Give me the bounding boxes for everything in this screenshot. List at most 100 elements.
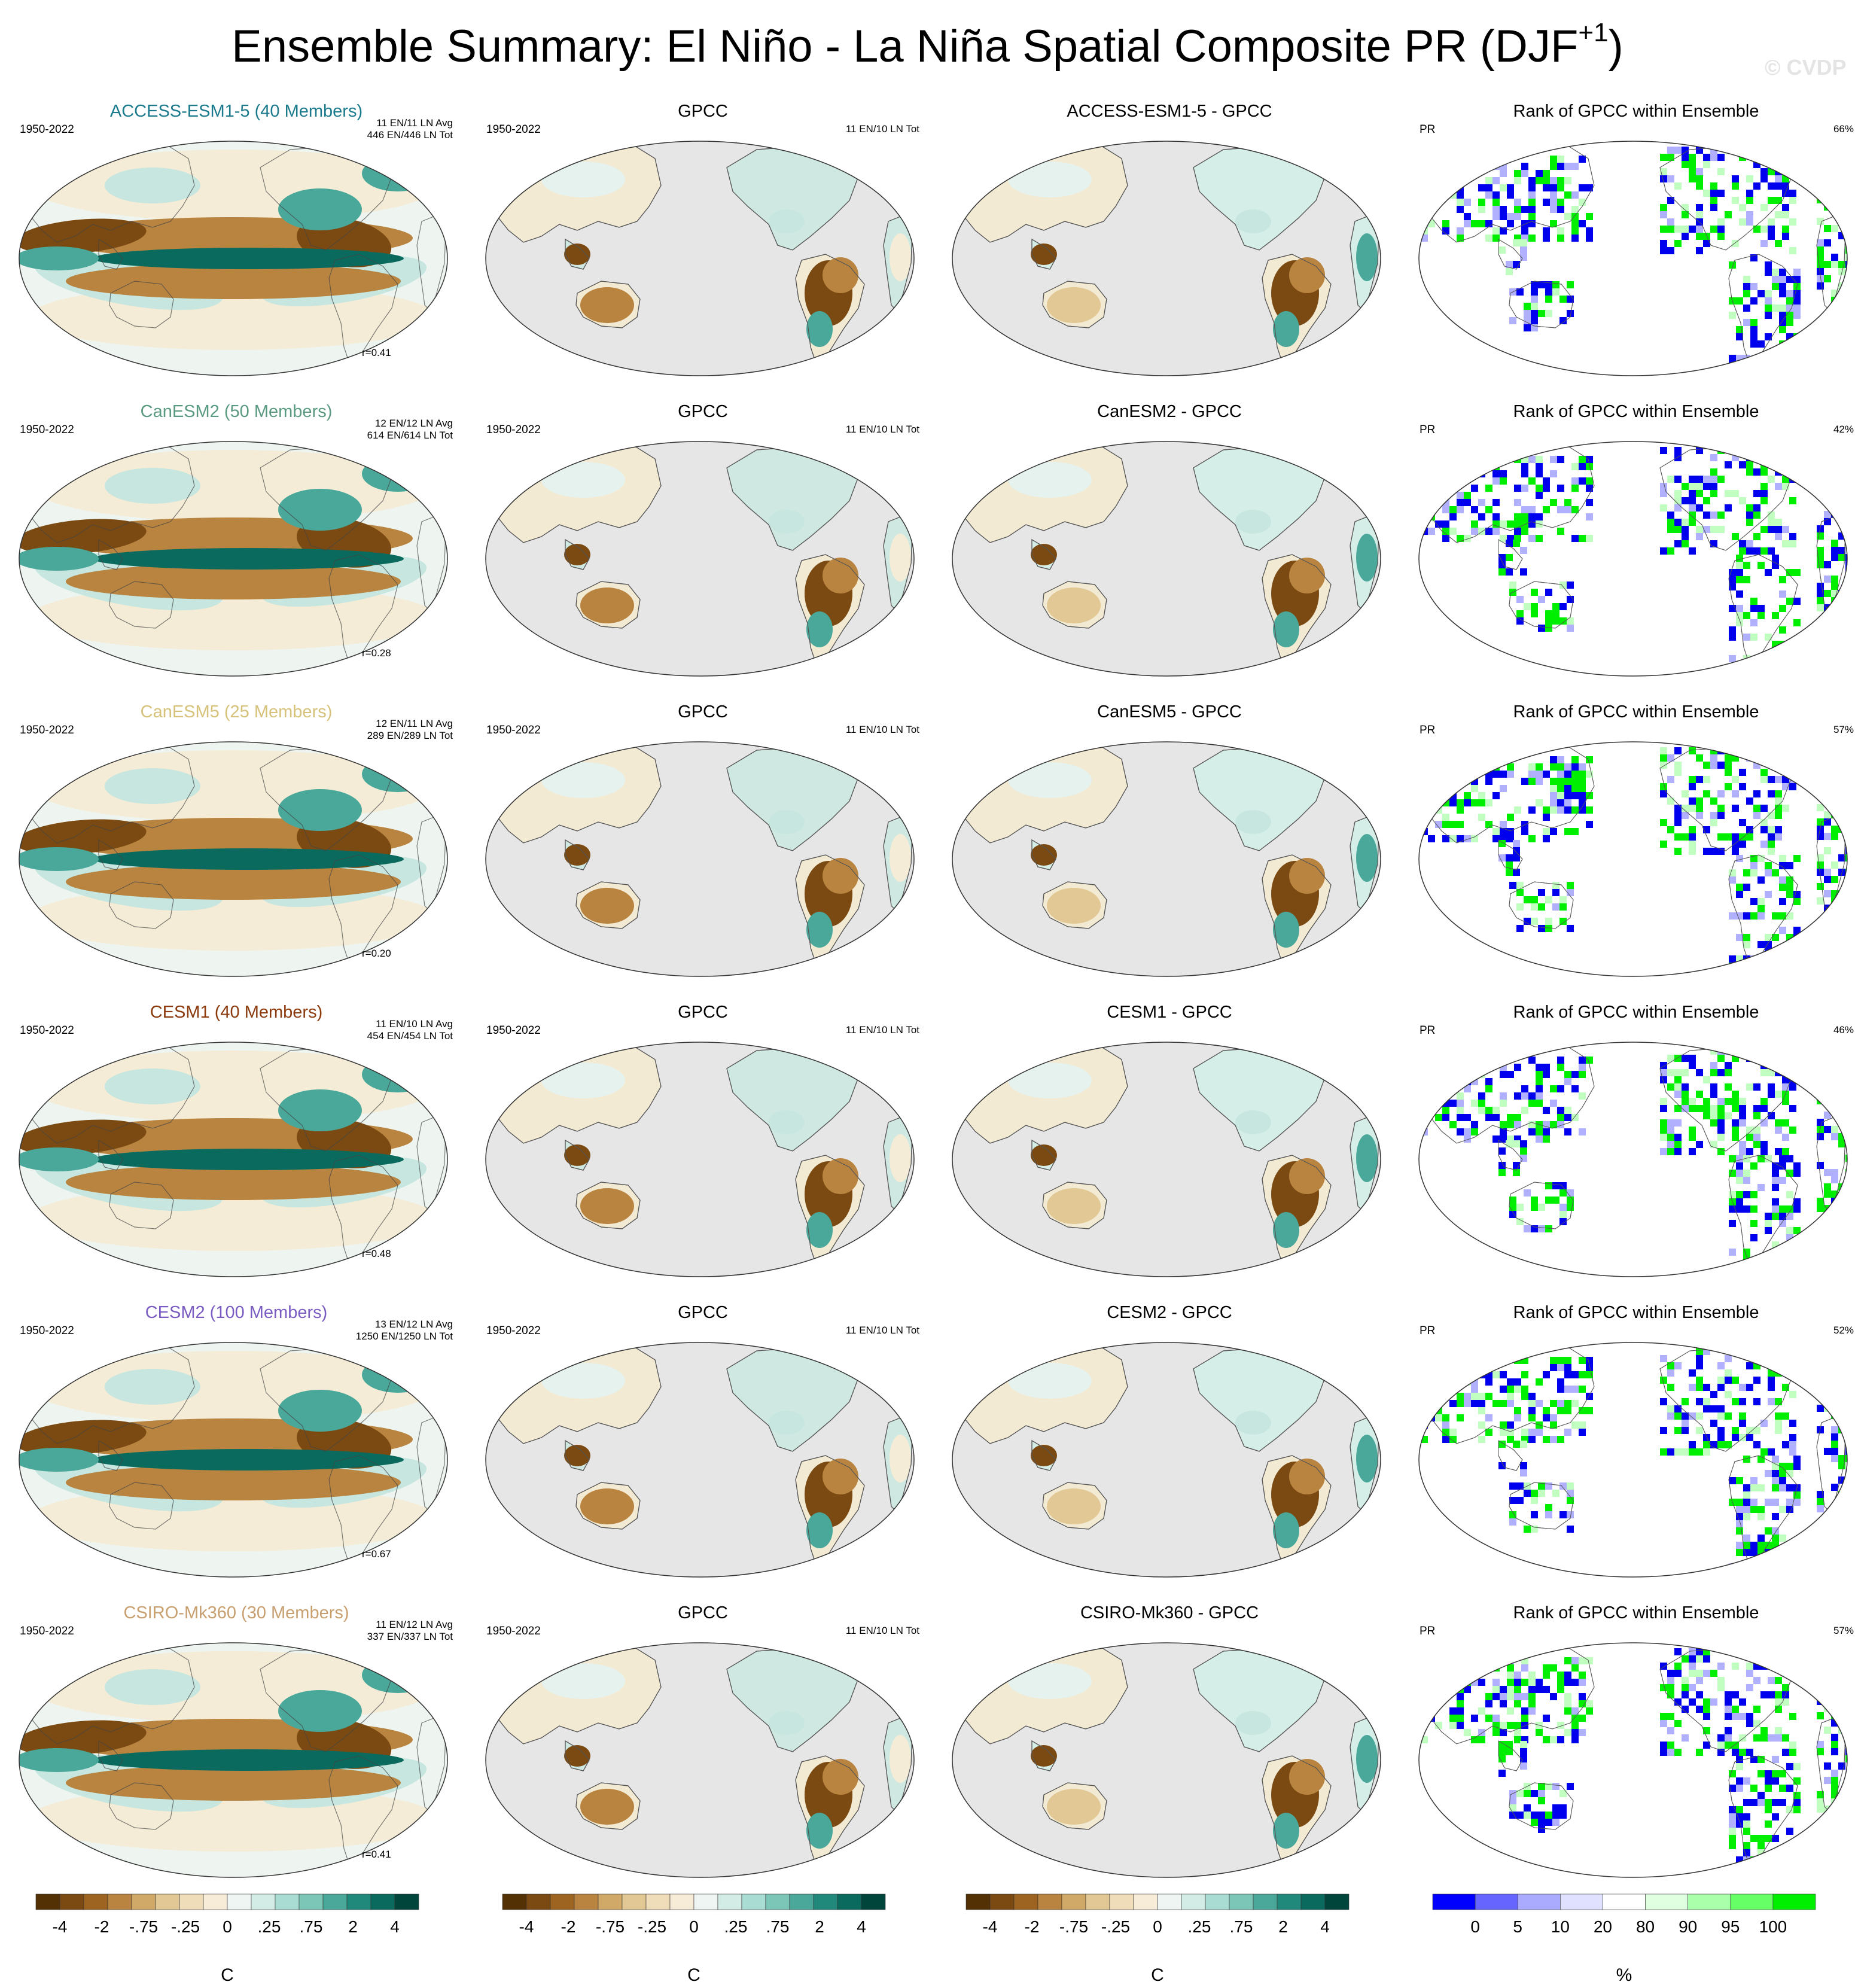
difference-panel: CESM1 - GPCC xyxy=(942,1003,1397,1302)
colorbar-unit: C xyxy=(687,1965,700,1985)
colorbar-tick-label: 0 xyxy=(1153,1917,1162,1936)
colorbar-swatch xyxy=(35,1893,60,1910)
difference-panel: ACCESS-ESM1-5 - GPCC xyxy=(942,102,1397,401)
event-count: 11 EN/10 LN Tot xyxy=(845,123,919,135)
global-map xyxy=(485,141,915,376)
colorbar-rank: 0 5 10 20 80 90 95 100 xyxy=(1427,1882,1822,1960)
global-map xyxy=(952,141,1381,376)
colorbar-tick-label: .75 xyxy=(300,1917,323,1936)
colorbar-model: -4 -2 -.75 -.25 0 .25 .75 2 4 xyxy=(30,1882,425,1960)
pattern-correlation: r=0.20 xyxy=(362,948,391,959)
obs-panel: GPCC 1950-2022 11 EN/10 LN Tot xyxy=(476,702,930,1001)
difference-panel: CSIRO-Mk360 - GPCC xyxy=(942,1603,1397,1902)
colorbar-swatch xyxy=(346,1893,371,1910)
colorbar-unit: % xyxy=(1616,1965,1632,1985)
event-total: 1250 EN/1250 LN Tot xyxy=(355,1331,453,1342)
panel-title: GPCC xyxy=(678,1003,728,1022)
model-composite-panel: CanESM5 (25 Members) 1950-2022 12 EN/11 LN… xyxy=(9,702,464,1001)
colorbar-swatch xyxy=(813,1893,838,1910)
colorbar-swatch xyxy=(1517,1893,1561,1910)
year-range: 1950-2022 xyxy=(486,724,541,736)
colorbar-tick-label: 2 xyxy=(1278,1917,1288,1936)
colorbar-swatch xyxy=(989,1893,1015,1910)
global-map xyxy=(1418,1642,1848,1878)
year-range: 1950-2022 xyxy=(20,1024,74,1037)
model-composite-panel: CESM2 (100 Members) 1950-2022 13 EN/12 LN … xyxy=(9,1303,464,1602)
rank-percent: 57% xyxy=(1833,724,1854,735)
colorbar-swatch xyxy=(1061,1893,1086,1910)
rank-percent: 66% xyxy=(1833,123,1854,135)
panel-title: CanESM2 (50 Members) xyxy=(140,402,333,421)
panel-title: Rank of GPCC within Ensemble xyxy=(1513,102,1759,121)
panel-title: GPCC xyxy=(678,1603,728,1622)
panel-title: Rank of GPCC within Ensemble xyxy=(1513,402,1759,421)
colorbar-swatch xyxy=(251,1893,276,1910)
colorbar-tick-label: 5 xyxy=(1513,1917,1522,1936)
global-map xyxy=(19,1642,448,1878)
colorbar-swatch xyxy=(394,1893,419,1910)
colorbar-tick-label: -.25 xyxy=(1101,1917,1130,1936)
pattern-correlation: r=0.28 xyxy=(362,647,391,659)
colorbar-swatch xyxy=(1013,1893,1038,1910)
colorbar-swatch xyxy=(1133,1893,1158,1910)
year-range: 1950-2022 xyxy=(20,424,74,436)
difference-panel: CESM2 - GPCC xyxy=(942,1303,1397,1602)
colorbar-swatch xyxy=(669,1893,695,1910)
colorbar-tick-label: -4 xyxy=(53,1917,68,1936)
panel-title: CSIRO-Mk360 - GPCC xyxy=(1080,1603,1259,1622)
colorbar-swatch xyxy=(322,1893,348,1910)
rank-panel: Rank of GPCC within Ensemble PR 57% xyxy=(1409,702,1855,1001)
panel-title: CESM1 - GPCC xyxy=(1107,1003,1232,1022)
event-total: 614 EN/614 LN Tot xyxy=(367,430,453,441)
event-average: 13 EN/12 LN Avg xyxy=(374,1319,453,1330)
global-map xyxy=(952,741,1381,977)
event-average: 11 EN/12 LN Avg xyxy=(376,1619,453,1630)
rank-panel: Rank of GPCC within Ensemble PR 66% xyxy=(1409,102,1855,401)
global-map xyxy=(1418,441,1848,677)
colorbar-swatch xyxy=(370,1893,395,1910)
colorbar-tick-label: -2 xyxy=(1025,1917,1040,1936)
rank-panel: Rank of GPCC within Ensemble PR 46% xyxy=(1409,1003,1855,1302)
colorbar-svg: -4 -2 -.75 -.25 0 .25 .75 2 4 xyxy=(35,1893,419,1936)
colorbar-obs: -4 -2 -.75 -.25 0 .25 .75 2 4 xyxy=(497,1882,891,1960)
colorbar-swatch xyxy=(179,1893,204,1910)
colorbar-swatch xyxy=(1109,1893,1134,1910)
global-map xyxy=(485,1042,915,1277)
global-map xyxy=(19,441,448,677)
model-composite-panel: ACCESS-ESM1-5 (40 Members) 1950-2022 11 EN… xyxy=(9,102,464,401)
variable-label: PR xyxy=(1420,424,1436,436)
model-composite-panel: CESM1 (40 Members) 1950-2022 11 EN/10 LN A… xyxy=(9,1003,464,1302)
colorbar-swatch xyxy=(1432,1893,1476,1910)
colorbar-tick-label: 4 xyxy=(857,1917,866,1936)
panel-title: CESM2 (100 Members) xyxy=(145,1303,328,1322)
colorbar-swatch xyxy=(789,1893,814,1910)
rank-panel: Rank of GPCC within Ensemble PR 57% xyxy=(1409,1603,1855,1902)
panel-title: CESM2 - GPCC xyxy=(1107,1303,1232,1322)
colorbar-swatch xyxy=(1300,1893,1326,1910)
colorbar-swatch xyxy=(502,1893,527,1910)
colorbar-svg: -4 -2 -.75 -.25 0 .25 .75 2 4 xyxy=(965,1893,1350,1936)
event-total: 337 EN/337 LN Tot xyxy=(367,1631,453,1642)
colorbar-swatch xyxy=(1730,1893,1774,1910)
colorbar-swatch xyxy=(861,1893,886,1910)
colorbar-tick-label: .75 xyxy=(1230,1917,1253,1936)
colorbar-tick-label: .25 xyxy=(724,1917,748,1936)
global-map xyxy=(485,1342,915,1578)
figure-title: Ensemble Summary: El Niño - La Niña Spat… xyxy=(232,18,1623,72)
variable-label: PR xyxy=(1420,724,1436,736)
colorbar-swatch xyxy=(227,1893,252,1910)
colorbar-tick-label: 100 xyxy=(1759,1917,1787,1936)
colorbar-tick-label: 2 xyxy=(815,1917,824,1936)
colorbar-swatch xyxy=(965,1893,991,1910)
colorbar-tick-label: -2 xyxy=(561,1917,576,1936)
year-range: 1950-2022 xyxy=(486,123,541,136)
panel-title: CESM1 (40 Members) xyxy=(150,1003,323,1022)
colorbar-swatch xyxy=(298,1893,324,1910)
colorbar-unit: C xyxy=(1151,1965,1164,1985)
colorbar-tick-label: -2 xyxy=(95,1917,109,1936)
colorbar-tick-label: 4 xyxy=(1320,1917,1330,1936)
colorbar-swatch xyxy=(741,1893,766,1910)
colorbar-swatch xyxy=(1688,1893,1731,1910)
panel-title: Rank of GPCC within Ensemble xyxy=(1513,702,1759,721)
year-range: 1950-2022 xyxy=(486,1625,541,1637)
